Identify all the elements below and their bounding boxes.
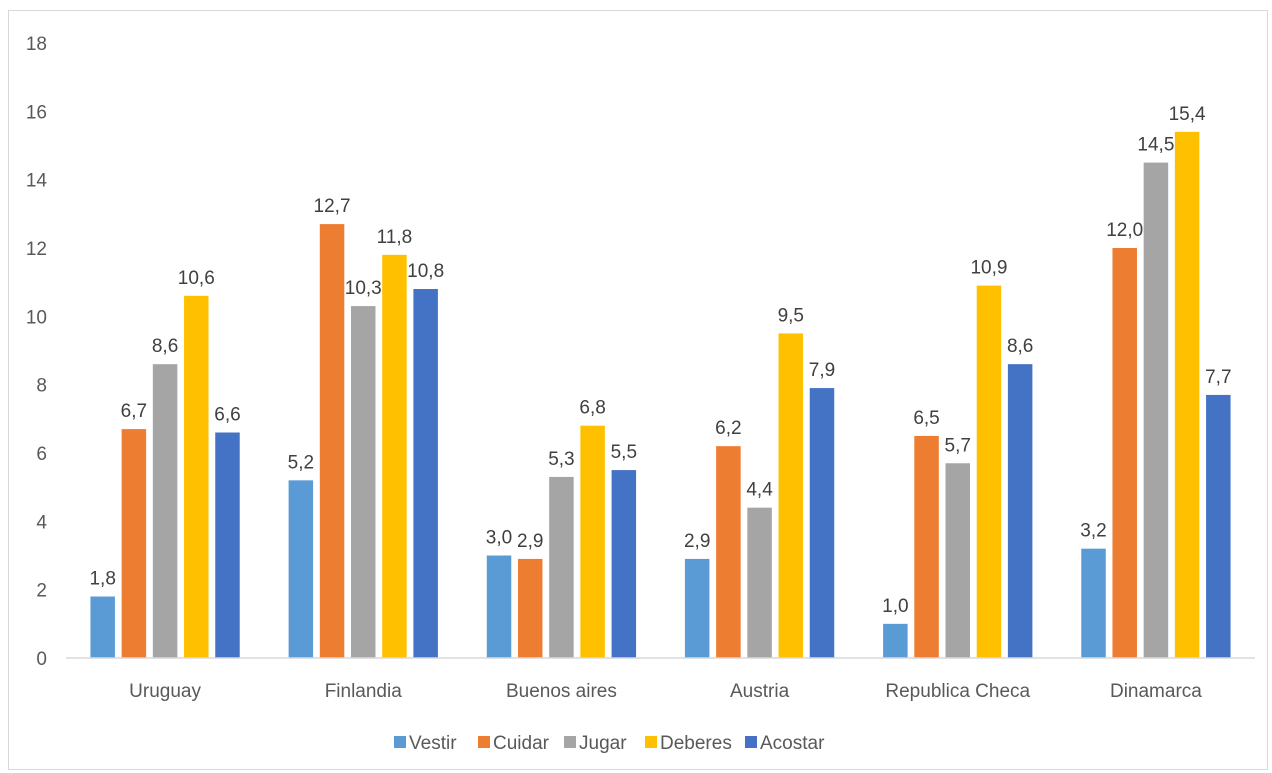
data-label: 2,9: [517, 531, 543, 552]
bar-cuidar-buenos-aires: [517, 558, 543, 658]
bar-cuidar-finlandia: [319, 224, 345, 659]
x-category-label: Dinamarca: [1110, 681, 1202, 702]
bar-vestir-republica-checa: [883, 623, 908, 658]
data-labels: 1,86,78,610,66,65,212,710,311,810,83,0 2,…: [89, 104, 1231, 617]
bar-deberes-finlandia: [382, 254, 407, 659]
x-category-label: Austria: [730, 681, 790, 702]
bar-deberes-buenos-aires: [580, 425, 605, 658]
bar-deberes-republica-checa: [976, 285, 1002, 658]
data-label: 11,8: [377, 227, 413, 248]
y-tick-label: 12: [26, 239, 47, 260]
y-axis: 0 2 4 6 8 10 12 14 16 18: [26, 34, 48, 670]
legend-swatch-vestir: [394, 736, 406, 748]
data-label: 5,7: [945, 435, 971, 456]
x-axis: Uruguay Finlandia Buenos aires Austria Repub…: [129, 681, 1202, 702]
y-tick-label: 2: [36, 581, 47, 602]
bar-vestir-buenos-aires: [486, 555, 512, 658]
x-category-label: Finlandia: [325, 681, 403, 702]
bar-acostar-austria: [809, 388, 835, 658]
bars: [90, 131, 1231, 659]
data-label: 3,2: [1080, 521, 1106, 542]
data-label: 8,6: [152, 336, 178, 357]
bar-acostar-republica-checa: [1007, 364, 1033, 658]
data-label: 7,7: [1205, 367, 1231, 388]
bar-cuidar-austria: [716, 446, 741, 658]
bar-vestir-uruguay: [90, 596, 115, 658]
legend-label-deberes: Deberes: [660, 733, 732, 754]
bar-acostar-uruguay: [215, 432, 240, 658]
bar-jugar-uruguay: [152, 364, 178, 658]
legend-swatch-cuidar: [478, 736, 490, 748]
bar-jugar-buenos-aires: [549, 476, 574, 658]
data-label: 6,2: [715, 418, 741, 439]
y-tick-label: 10: [26, 307, 47, 328]
legend-swatch-deberes: [645, 736, 657, 748]
bar-acostar-finlandia: [413, 289, 438, 658]
data-label: 12,7: [314, 196, 351, 217]
bar-cuidar-republica-checa: [914, 435, 939, 658]
data-label: 7,9: [809, 360, 835, 381]
y-tick-label: 8: [36, 376, 47, 397]
x-category-label: Republica Checa: [885, 681, 1030, 702]
y-tick-label: 14: [26, 171, 48, 192]
legend: Vestir Cuidar Jugar Deberes Acostar: [394, 733, 825, 754]
data-label: 10,9: [970, 258, 1007, 279]
data-label: 1,0: [882, 596, 908, 617]
bar-vestir-finlandia: [288, 480, 314, 658]
data-label: 10,8: [407, 261, 444, 282]
bar-acostar-dinamarca: [1206, 394, 1231, 658]
legend-swatch-jugar: [564, 736, 576, 748]
y-tick-label: 16: [26, 102, 47, 123]
data-label: 6,7: [121, 401, 147, 422]
bar-jugar-dinamarca: [1143, 162, 1169, 659]
bar-jugar-republica-checa: [945, 463, 970, 658]
x-category-label: Uruguay: [129, 681, 201, 702]
bar-deberes-uruguay: [184, 295, 209, 658]
x-category-label: Buenos aires: [506, 681, 617, 702]
data-label: 12,0: [1106, 220, 1143, 241]
data-label: 6,8: [579, 398, 605, 419]
data-label: 4,4: [746, 480, 773, 501]
data-label: 10,3: [345, 278, 382, 299]
bar-acostar-buenos-aires: [611, 470, 637, 658]
y-tick-label: 18: [26, 34, 47, 55]
data-label: 2,9: [684, 531, 710, 552]
data-label: 1,8: [89, 569, 115, 590]
bar-vestir-dinamarca: [1081, 548, 1106, 658]
bar-vestir-austria: [684, 558, 710, 658]
data-label: 5,3: [548, 449, 574, 470]
data-label: 6,6: [214, 405, 240, 426]
bar-jugar-finlandia: [351, 306, 376, 658]
legend-label-acostar: Acostar: [760, 733, 825, 754]
data-label: 14,5: [1137, 135, 1174, 156]
y-tick-label: 6: [36, 444, 47, 465]
bar-cuidar-uruguay: [121, 429, 147, 658]
bar-jugar-austria: [747, 507, 772, 658]
legend-label-cuidar: Cuidar: [493, 733, 550, 754]
data-label: 8,6: [1007, 336, 1033, 357]
data-label: 9,5: [778, 305, 804, 326]
legend-label-vestir: Vestir: [409, 733, 457, 754]
y-tick-label: 0: [36, 649, 47, 670]
data-label: 10,6: [178, 268, 215, 289]
legend-label-jugar: Jugar: [579, 733, 627, 754]
bar-deberes-austria: [778, 333, 804, 658]
data-label: 15,4: [1169, 104, 1206, 125]
y-tick-label: 4: [36, 512, 47, 533]
data-label: 5,5: [611, 442, 637, 463]
data-label: 6,5: [913, 408, 939, 429]
data-label: 5,2: [288, 452, 314, 473]
bar-deberes-dinamarca: [1174, 131, 1200, 659]
data-label: 3,0: [486, 528, 512, 549]
bar-cuidar-dinamarca: [1112, 248, 1137, 658]
legend-swatch-acostar: [745, 736, 757, 748]
